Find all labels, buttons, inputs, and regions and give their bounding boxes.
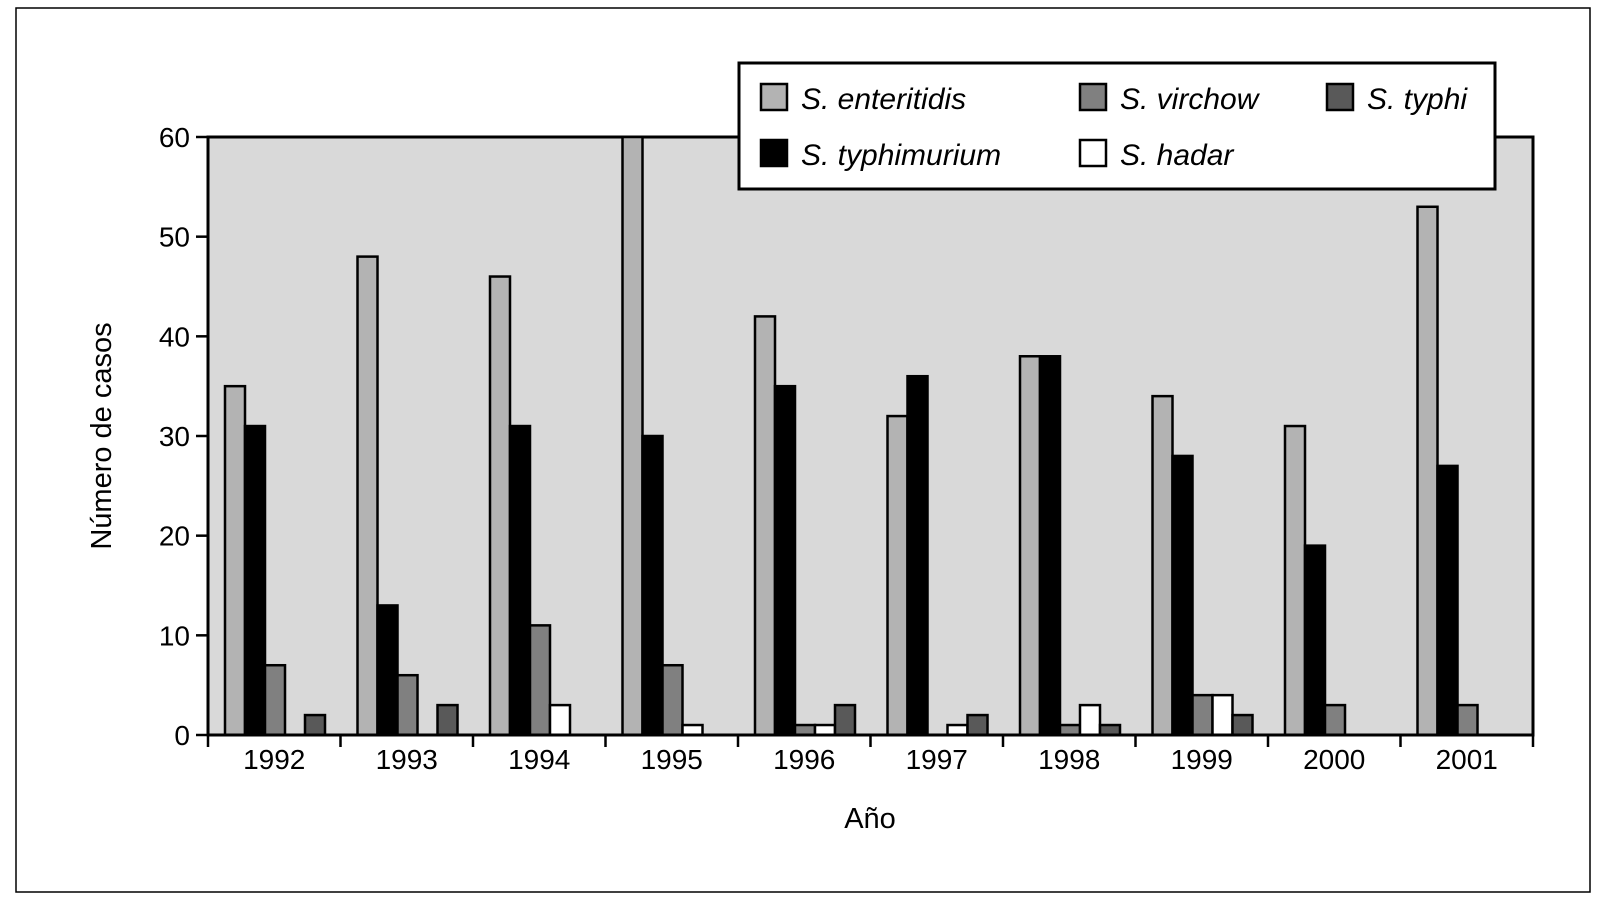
bar — [1151, 394, 1174, 737]
bars-group — [223, 135, 1479, 737]
axes-group: 0 10 20 30 40 50 60 1992 1993 1994 1995 1996 1997 199… — [159, 122, 1535, 775]
legend-label: S. virchow — [1120, 83, 1261, 116]
x-tick-label: 1998 — [1038, 744, 1100, 775]
y-tick-label: 20 — [159, 521, 190, 552]
bar — [223, 384, 247, 737]
bar — [548, 703, 572, 737]
bar — [528, 624, 552, 737]
bar — [1283, 424, 1307, 737]
bar — [1303, 544, 1327, 737]
bar — [1211, 693, 1234, 737]
x-tick-label: 1993 — [376, 744, 438, 775]
bar — [243, 424, 267, 737]
legend-label: S. enteritidis — [801, 83, 966, 116]
y-tick-label: 40 — [159, 321, 190, 352]
legend-label: S. typhimurium — [801, 139, 1001, 172]
bar — [773, 384, 797, 737]
bar — [1436, 464, 1459, 737]
x-tick-label: 2000 — [1303, 744, 1365, 775]
bar — [1323, 703, 1347, 737]
bar — [641, 434, 664, 737]
x-tick-label: 1996 — [773, 744, 835, 775]
x-tick-label: 2001 — [1436, 744, 1498, 775]
bar — [303, 713, 327, 737]
bar — [436, 703, 459, 737]
bar — [1231, 713, 1254, 737]
y-tick-label: 50 — [159, 222, 190, 253]
legend-swatch — [759, 82, 789, 112]
legend-box — [737, 61, 1497, 191]
bar — [966, 713, 989, 737]
y-tick-label: 60 — [159, 122, 190, 153]
bar — [356, 255, 379, 737]
x-tick-label: 1995 — [641, 744, 703, 775]
x-tick-label: 1994 — [508, 744, 570, 775]
bar — [1018, 355, 1042, 737]
bar — [1038, 355, 1062, 737]
y-axis-title: Número de casos — [86, 322, 118, 549]
y-tick-label: 0 — [174, 720, 190, 751]
bar — [1078, 703, 1102, 737]
bar — [906, 374, 929, 737]
plot-area — [206, 135, 1535, 737]
x-tick-label: 1999 — [1171, 744, 1233, 775]
legend-swatch — [1325, 82, 1355, 112]
bar — [1171, 454, 1194, 737]
bar — [376, 604, 399, 737]
x-axis-title: Año — [844, 803, 896, 835]
bar — [263, 663, 287, 737]
y-tick-label: 10 — [159, 620, 190, 651]
bar — [833, 703, 857, 737]
x-tick-label: 1997 — [906, 744, 968, 775]
bar — [1456, 703, 1479, 737]
bar — [1416, 205, 1439, 737]
bar — [1191, 693, 1214, 737]
legend-swatch — [1078, 138, 1108, 168]
x-tick-label: 1992 — [243, 744, 305, 775]
y-tick-label: 30 — [159, 421, 190, 452]
bar — [753, 315, 777, 737]
legend-label: S. typhi — [1367, 83, 1468, 116]
legend-swatch — [1078, 82, 1108, 112]
legend: S. enteritidis S. virchow S. typhi S. typhi… — [737, 61, 1497, 191]
legend-swatch — [759, 138, 789, 168]
bar — [661, 663, 684, 737]
bar — [396, 673, 419, 737]
bar — [621, 135, 644, 737]
bar — [886, 414, 909, 737]
legend-label: S. hadar — [1120, 139, 1234, 172]
bar — [488, 275, 512, 737]
bar — [508, 424, 532, 737]
